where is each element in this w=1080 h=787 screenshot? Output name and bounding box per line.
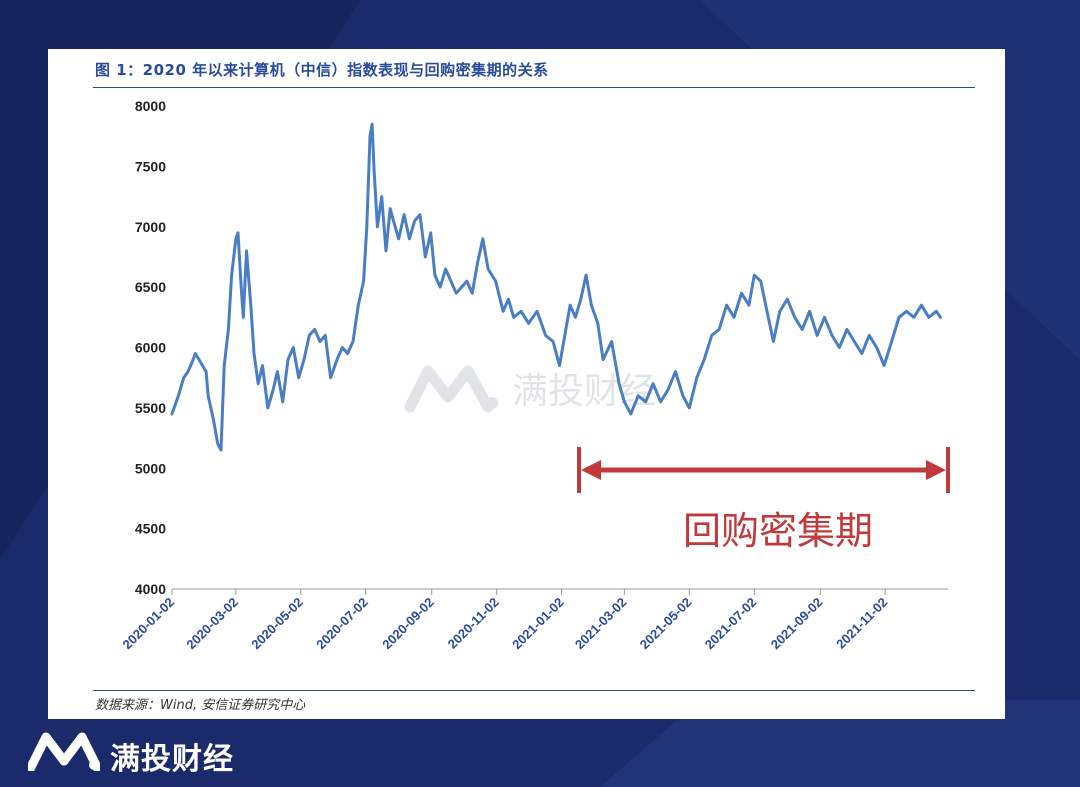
annotation-arrowhead-right bbox=[926, 460, 946, 480]
footer-brand: 满投财经 bbox=[110, 742, 234, 777]
x-tick-label: 2020-05-02 bbox=[248, 595, 306, 653]
x-tick-label: 2020-01-02 bbox=[119, 595, 177, 653]
title-rule bbox=[93, 87, 975, 88]
y-tick-label: 5000 bbox=[135, 460, 166, 476]
y-tick-label: 4500 bbox=[135, 521, 166, 537]
x-tick-label: 2020-07-02 bbox=[313, 595, 371, 653]
figure-title: 图 1：2020 年以来计算机（中信）指数表现与回购密集期的关系 bbox=[95, 61, 549, 79]
x-tick-label: 2021-07-02 bbox=[702, 595, 760, 653]
annotation-label: 回购密集期 bbox=[683, 509, 873, 553]
x-tick-label: 2021-01-02 bbox=[509, 595, 567, 653]
x-tick-label: 2021-03-02 bbox=[572, 595, 630, 653]
y-tick-label: 6000 bbox=[135, 340, 166, 356]
x-tick-label: 2021-09-02 bbox=[768, 595, 826, 653]
y-tick-label: 5500 bbox=[135, 400, 166, 416]
x-tick-label: 2021-11-02 bbox=[833, 595, 890, 652]
series-line bbox=[170, 122, 942, 452]
data-source: 数据来源：Wind, 安信证券研究中心 bbox=[95, 698, 306, 713]
brand-m-logo-icon bbox=[28, 732, 100, 771]
line-chart: 满投财经 4000 4500 5000 5500 6000 6500 7000 7500 8000… bbox=[119, 98, 950, 653]
y-tick-label: 4000 bbox=[135, 581, 166, 597]
y-tick-label: 7500 bbox=[135, 158, 166, 174]
y-tick-label: 6500 bbox=[135, 279, 166, 295]
y-tick-label: 8000 bbox=[135, 98, 166, 114]
footer-logo bbox=[28, 731, 100, 771]
annotation-arrowhead-left bbox=[581, 460, 601, 480]
x-tick-label: 2020-03-02 bbox=[183, 595, 241, 653]
x-tick-label: 2021-05-02 bbox=[637, 595, 695, 653]
x-tick-label: 2020-09-02 bbox=[379, 595, 437, 653]
watermark-text: 满投财经 bbox=[512, 371, 656, 412]
x-tick-label: 2020-11-02 bbox=[445, 595, 502, 652]
source-rule bbox=[93, 690, 975, 691]
watermark-dot bbox=[486, 397, 498, 409]
figure-card: 图 1：2020 年以来计算机（中信）指数表现与回购密集期的关系 满投财经 400… bbox=[48, 49, 1005, 719]
brand-m-logo-icon bbox=[404, 365, 494, 413]
watermark: 满投财经 bbox=[404, 365, 656, 413]
y-tick-label: 7000 bbox=[135, 219, 166, 235]
